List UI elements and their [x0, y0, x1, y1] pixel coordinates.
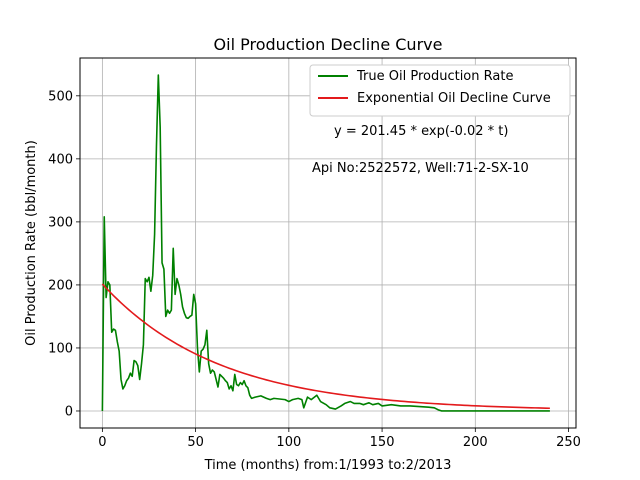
- x-tick-label: 150: [370, 435, 395, 450]
- series-layer: [101, 74, 550, 412]
- x-tick-label: 50: [187, 435, 204, 450]
- y-tick-label: 100: [48, 341, 73, 356]
- y-tick-label: 300: [48, 215, 73, 230]
- legend-label-exponential-decline-curve: Exponential Oil Decline Curve: [357, 91, 551, 106]
- x-tick-label: 250: [556, 435, 581, 450]
- tick-layer: 0 50 100 150 200 250 0 100 200 300 400 500: [48, 89, 581, 450]
- equation-annotation: y = 201.45 * exp(-0.02 * t): [334, 124, 508, 139]
- y-tick-label: 200: [48, 278, 73, 293]
- y-tick-label: 0: [65, 404, 73, 419]
- series-line-true-oil-production-rate: [101, 74, 550, 412]
- x-tick-label: 200: [463, 435, 488, 450]
- series-line-exponential-decline-curve: [101, 283, 550, 410]
- legend-box: [309, 64, 571, 117]
- x-tick-label: 0: [98, 435, 106, 450]
- y-axis-label: Oil Production Rate (bbl/month): [24, 140, 39, 346]
- legend: True Oil Production Rate Exponential Oil…: [309, 64, 571, 117]
- grid-layer: [80, 58, 576, 428]
- plot-frame: [79, 57, 577, 429]
- well-annotation: Api No:2522572, Well:71-2-SX-10: [312, 161, 529, 176]
- y-tick-label: 500: [48, 89, 73, 104]
- y-tick-label: 400: [48, 152, 73, 167]
- x-tick-label: 100: [276, 435, 301, 450]
- chart-title: Oil Production Decline Curve: [214, 35, 443, 54]
- x-axis-label: Time (months) from:1/1993 to:2/2013: [204, 458, 452, 473]
- legend-label-true-oil-production-rate: True Oil Production Rate: [356, 69, 513, 84]
